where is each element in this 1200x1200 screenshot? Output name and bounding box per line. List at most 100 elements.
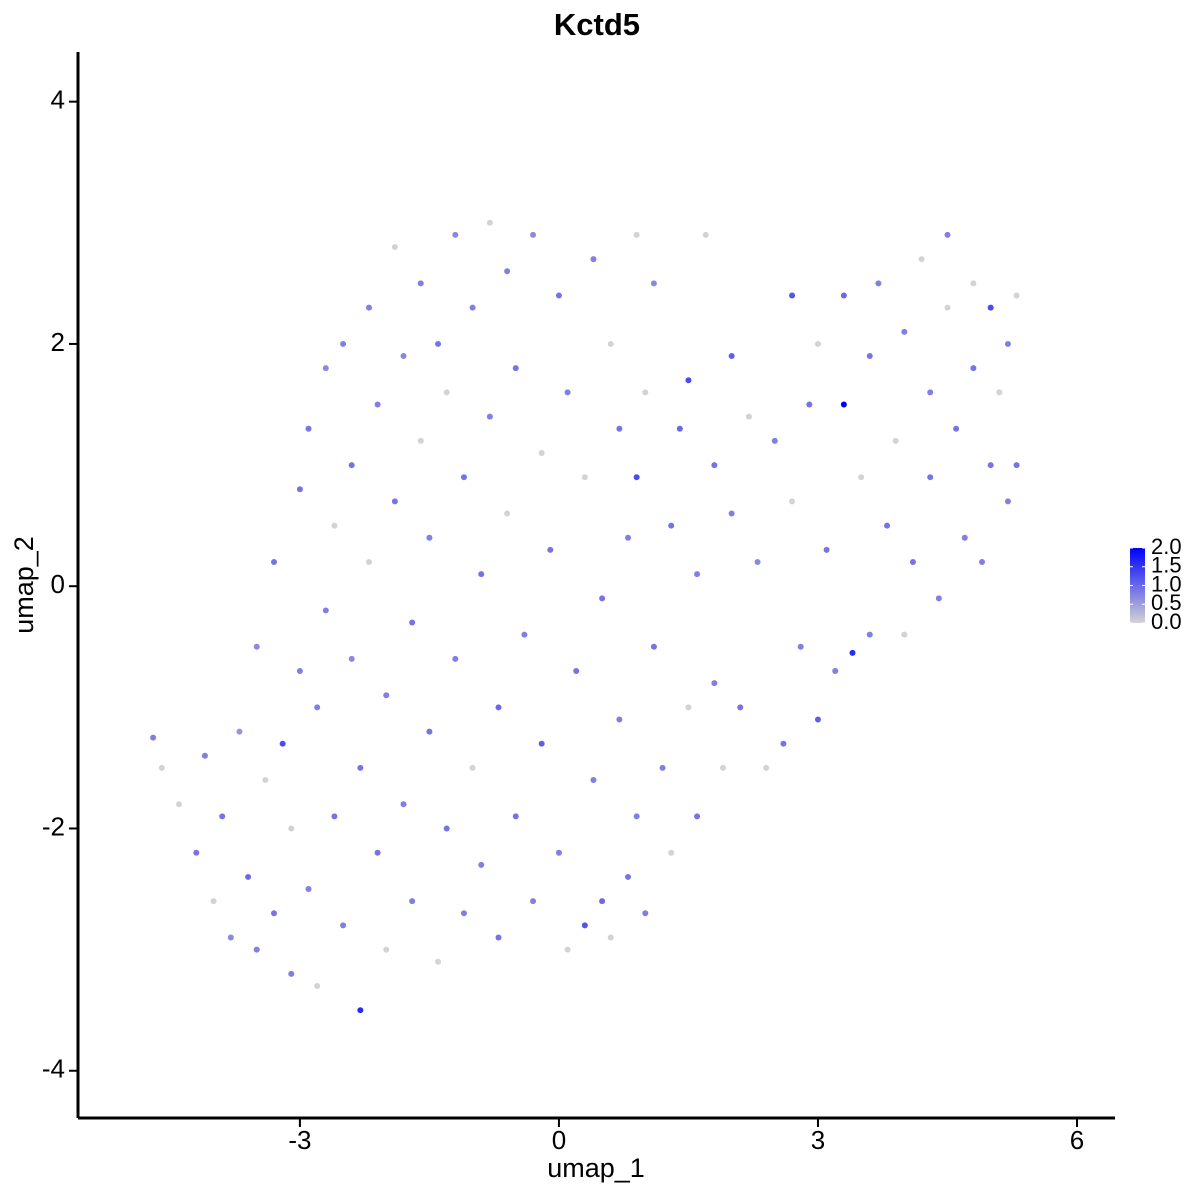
point	[435, 340, 442, 347]
point	[927, 389, 934, 396]
point	[676, 425, 683, 432]
point	[530, 231, 537, 238]
point	[322, 607, 329, 614]
point	[901, 328, 908, 335]
x-tick-label: 6	[1070, 1125, 1084, 1155]
point	[685, 377, 692, 384]
point	[909, 558, 916, 565]
point	[331, 522, 338, 529]
point	[1013, 462, 1020, 469]
point	[357, 1007, 364, 1014]
point	[305, 425, 312, 432]
point	[866, 353, 873, 360]
point	[383, 692, 390, 699]
point	[979, 558, 986, 565]
point	[331, 813, 338, 820]
point	[987, 462, 994, 469]
chart-title: Kctd5	[554, 7, 640, 42]
colorbar-tick-label: 1.0	[1151, 571, 1182, 596]
point	[564, 946, 571, 953]
point	[659, 764, 666, 771]
point	[314, 704, 321, 711]
y-tick-label: 0	[51, 569, 65, 599]
point	[245, 873, 252, 880]
point	[495, 934, 502, 941]
point	[538, 740, 545, 747]
y-tick-label: 4	[51, 85, 65, 115]
point	[650, 280, 657, 287]
point	[417, 280, 424, 287]
x-tick-label: 0	[552, 1125, 566, 1155]
point	[737, 704, 744, 711]
x-axis-label: umap_1	[547, 1153, 645, 1183]
point	[365, 304, 372, 311]
point	[953, 425, 960, 432]
point	[1004, 340, 1011, 347]
point	[823, 546, 830, 553]
point	[253, 946, 260, 953]
point	[158, 764, 165, 771]
point	[512, 365, 519, 372]
y-tick-label: 2	[51, 327, 65, 357]
point	[728, 353, 735, 360]
point	[478, 861, 485, 868]
point	[305, 886, 312, 893]
point	[987, 304, 994, 311]
point	[711, 680, 718, 687]
point	[642, 389, 649, 396]
point	[590, 777, 597, 784]
point	[460, 474, 467, 481]
point	[970, 280, 977, 287]
point	[633, 813, 640, 820]
colorbar	[1130, 548, 1145, 623]
point	[443, 389, 450, 396]
point	[719, 764, 726, 771]
point	[599, 898, 606, 905]
point	[625, 873, 632, 880]
point	[460, 910, 467, 917]
point	[383, 946, 390, 953]
point	[616, 425, 623, 432]
point	[469, 304, 476, 311]
point	[728, 510, 735, 517]
y-tick-label: -4	[42, 1054, 65, 1084]
point	[504, 268, 511, 275]
point	[840, 292, 847, 299]
x-tick-label: 3	[811, 1125, 825, 1155]
point	[814, 716, 821, 723]
point	[374, 849, 381, 856]
point	[296, 668, 303, 675]
point	[832, 668, 839, 675]
point	[1013, 292, 1020, 299]
point	[970, 365, 977, 372]
point	[927, 474, 934, 481]
point	[650, 643, 657, 650]
point	[668, 849, 675, 856]
point	[348, 655, 355, 662]
point	[616, 716, 623, 723]
point	[555, 292, 562, 299]
point	[296, 486, 303, 493]
point	[961, 534, 968, 541]
point	[314, 982, 321, 989]
point	[400, 801, 407, 808]
point	[590, 256, 597, 263]
point	[694, 571, 701, 578]
point	[633, 474, 640, 481]
point	[935, 595, 942, 602]
point	[702, 231, 709, 238]
point	[780, 740, 787, 747]
point	[555, 849, 562, 856]
point	[840, 401, 847, 408]
point	[754, 558, 761, 565]
point	[521, 631, 528, 638]
point	[573, 668, 580, 675]
y-axis-label: umap_2	[9, 536, 39, 634]
point	[642, 910, 649, 917]
point	[745, 413, 752, 420]
point	[452, 655, 459, 662]
point	[452, 231, 459, 238]
point	[685, 704, 692, 711]
point	[417, 437, 424, 444]
